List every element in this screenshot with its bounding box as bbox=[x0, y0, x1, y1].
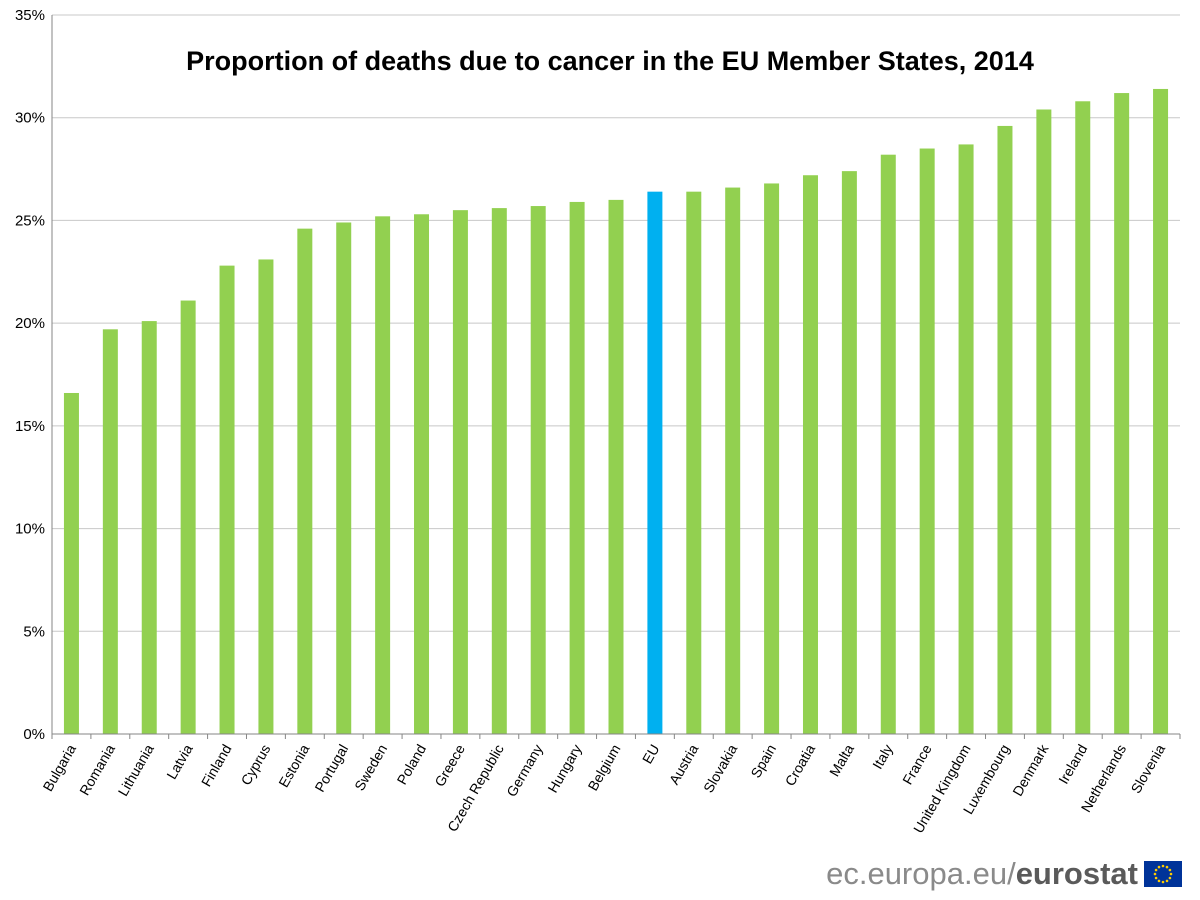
bar-slovenia bbox=[1153, 88, 1169, 734]
x-tick-label: Malta bbox=[826, 741, 857, 779]
bar-estonia bbox=[297, 228, 313, 734]
y-axis-tick-labels: 0% 5% 10% 15% 20% 25% 30% 35% bbox=[15, 7, 45, 743]
x-tick-label: Sweden bbox=[351, 742, 390, 794]
eu-flag-star bbox=[1154, 876, 1158, 880]
bar-luxembourg bbox=[997, 125, 1013, 735]
y-tick-label: 25% bbox=[15, 212, 45, 229]
bar-netherlands bbox=[1114, 93, 1130, 734]
bar-portugal bbox=[336, 222, 352, 735]
y-tick-label: 5% bbox=[23, 623, 45, 640]
bar-czech-republic bbox=[491, 208, 507, 735]
bar-slovakia bbox=[725, 187, 741, 734]
bar-eu bbox=[647, 191, 663, 734]
x-tick-label: Italy bbox=[869, 742, 896, 772]
x-tick-label: Finland bbox=[198, 742, 235, 790]
bar-hungary bbox=[569, 201, 585, 734]
eu-flag-star bbox=[1153, 872, 1157, 876]
axes bbox=[51, 15, 1181, 739]
bar-cyprus bbox=[258, 259, 274, 734]
eu-flag-star bbox=[1154, 868, 1158, 872]
bar-france bbox=[919, 148, 935, 734]
bar-bulgaria bbox=[63, 392, 79, 734]
bar-romania bbox=[102, 329, 118, 734]
eu-flag-star bbox=[1157, 865, 1161, 869]
bar-croatia bbox=[802, 175, 818, 735]
x-tick-label: Portugal bbox=[311, 742, 351, 795]
chart-title: Proportion of deaths due to cancer in th… bbox=[186, 46, 1034, 76]
x-tick-label: Cyprus bbox=[237, 742, 273, 788]
bar-latvia bbox=[180, 300, 196, 734]
y-tick-label: 30% bbox=[15, 110, 45, 127]
x-tick-label: Croatia bbox=[782, 741, 819, 788]
x-tick-label: Bulgaria bbox=[40, 741, 80, 794]
x-tick-label: Romania bbox=[76, 741, 118, 798]
x-tick-label: Spain bbox=[747, 742, 779, 781]
eu-flag-star bbox=[1157, 879, 1161, 883]
y-tick-label: 0% bbox=[23, 726, 45, 743]
eu-flag-icon bbox=[1144, 861, 1182, 887]
y-tick-label: 15% bbox=[15, 418, 45, 435]
bar-lithuania bbox=[141, 321, 157, 734]
bar-greece bbox=[452, 210, 468, 734]
bar-austria bbox=[686, 191, 702, 734]
x-tick-label: Lithuania bbox=[115, 741, 157, 798]
x-tick-label: Estonia bbox=[275, 741, 312, 790]
eu-flag-star bbox=[1165, 865, 1169, 869]
eurostat-footer: ec.europa.eu/eurostat bbox=[826, 856, 1182, 892]
bar-sweden bbox=[375, 216, 391, 734]
bar-poland bbox=[414, 214, 430, 734]
x-tick-label: EU bbox=[639, 742, 663, 767]
x-tick-label: Belgium bbox=[584, 742, 623, 794]
x-tick-label: Slovakia bbox=[700, 741, 740, 795]
bar-united-kingdom bbox=[958, 144, 974, 735]
y-tick-label: 10% bbox=[15, 521, 45, 538]
y-tick-label: 20% bbox=[15, 315, 45, 332]
x-tick-label: France bbox=[899, 741, 935, 787]
bar-ireland bbox=[1075, 101, 1091, 734]
bar-finland bbox=[219, 265, 235, 734]
eu-flag-star bbox=[1161, 880, 1165, 884]
bars bbox=[63, 88, 1169, 735]
bar-belgium bbox=[608, 199, 624, 734]
x-tick-label: Latvia bbox=[163, 741, 196, 782]
bar-spain bbox=[764, 183, 780, 735]
x-tick-label: Denmark bbox=[1009, 741, 1052, 799]
bar-denmark bbox=[1036, 109, 1052, 735]
eu-flag-star bbox=[1168, 868, 1172, 872]
y-tick-label: 35% bbox=[15, 7, 45, 24]
x-tick-label: Slovenia bbox=[1127, 741, 1168, 796]
footer-brand-text: eurostat bbox=[1015, 856, 1138, 891]
x-tick-label: Austria bbox=[666, 741, 702, 787]
eu-flag-star bbox=[1161, 864, 1165, 868]
x-tick-label: Ireland bbox=[1055, 742, 1090, 787]
x-tick-label: Greece bbox=[431, 741, 468, 789]
bar-malta bbox=[841, 171, 857, 734]
x-tick-label: Poland bbox=[393, 742, 429, 788]
bar-germany bbox=[530, 206, 546, 734]
footer-site-text: ec.europa.eu/ bbox=[826, 856, 1016, 891]
x-tick-label: Hungary bbox=[544, 742, 584, 796]
x-tick-label: Germany bbox=[503, 742, 546, 800]
eu-flag-star bbox=[1168, 876, 1172, 880]
eu-flag-star bbox=[1169, 872, 1173, 876]
bar-italy bbox=[880, 154, 896, 735]
eu-flag-star bbox=[1165, 879, 1169, 883]
